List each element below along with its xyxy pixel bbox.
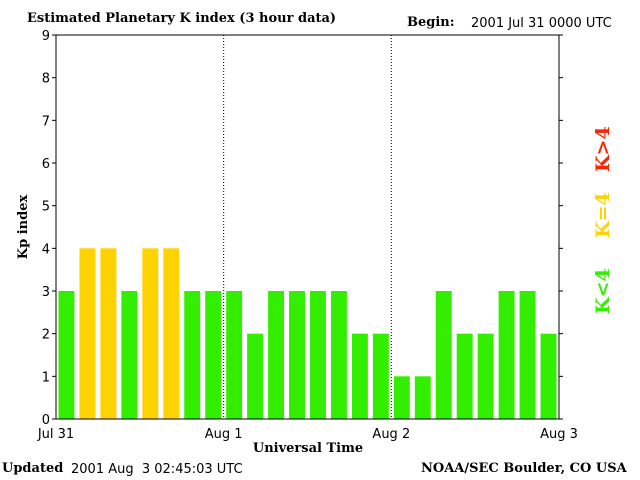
bar-21 <box>498 291 515 419</box>
bar-11 <box>289 291 305 419</box>
credit-text: NOAA/SEC Boulder, CO USA <box>421 461 627 476</box>
day-divider-group <box>223 35 392 419</box>
x-tick-label: Jul 31 <box>37 427 74 442</box>
bar-18 <box>435 291 452 419</box>
y-tick-label: 3 <box>42 285 50 300</box>
legend-low: K<4 <box>591 268 614 314</box>
bar-5 <box>163 248 180 419</box>
updated-label: Updated <box>2 461 64 476</box>
bar-6 <box>184 291 201 419</box>
bar-19 <box>456 333 473 419</box>
bar-15 <box>372 333 389 419</box>
bar-23 <box>540 333 557 419</box>
bar-17 <box>414 376 431 419</box>
y-tick-label: 5 <box>42 200 50 215</box>
chart-title: Estimated Planetary K index (3 hour data… <box>27 11 337 26</box>
bar-2 <box>100 248 117 419</box>
x-tick-label: Aug 1 <box>205 427 243 442</box>
y-tick-label: 1 <box>42 370 50 385</box>
y-axis-label: Kp index <box>16 195 31 260</box>
bar-0 <box>58 291 75 419</box>
x-tick-label: Aug 3 <box>540 427 578 442</box>
y-tick-label: 0 <box>42 413 50 428</box>
legend-high: K>4 <box>591 126 614 172</box>
bar-group <box>58 248 557 419</box>
bar-7 <box>205 291 222 419</box>
legend-mid: K=4 <box>591 192 614 238</box>
begin-value: 2001 Jul 31 0000 UTC <box>471 16 612 31</box>
bar-10 <box>268 291 285 419</box>
begin-label: Begin: <box>407 15 455 30</box>
updated-value: 2001 Aug 3 02:45:03 UTC <box>71 462 243 477</box>
bar-13 <box>330 291 347 419</box>
bar-12 <box>310 291 326 419</box>
x-tick-label: Aug 2 <box>372 427 410 442</box>
y-tick-label: 9 <box>42 29 50 44</box>
y-tick-label: 6 <box>42 157 50 172</box>
bar-16 <box>393 376 410 419</box>
bar-9 <box>247 333 264 419</box>
bar-20 <box>477 333 494 419</box>
bar-22 <box>519 291 536 419</box>
x-axis-label: Universal Time <box>253 441 363 456</box>
y-tick-label: 7 <box>42 114 50 129</box>
y-tick-label: 2 <box>42 328 50 343</box>
x-axis: Jul 31 Aug 1 Aug 2 Aug 3 <box>37 427 578 442</box>
bar-14 <box>351 333 368 419</box>
y-axis: 0 1 2 3 4 5 6 7 8 9 <box>42 29 563 428</box>
y-tick-label: 8 <box>42 72 50 87</box>
bar-4 <box>142 248 159 419</box>
plot-frame <box>55 34 560 420</box>
bar-8 <box>226 291 243 419</box>
y-tick-label: 4 <box>42 242 50 257</box>
bar-1 <box>79 248 96 419</box>
bar-3 <box>121 291 138 419</box>
